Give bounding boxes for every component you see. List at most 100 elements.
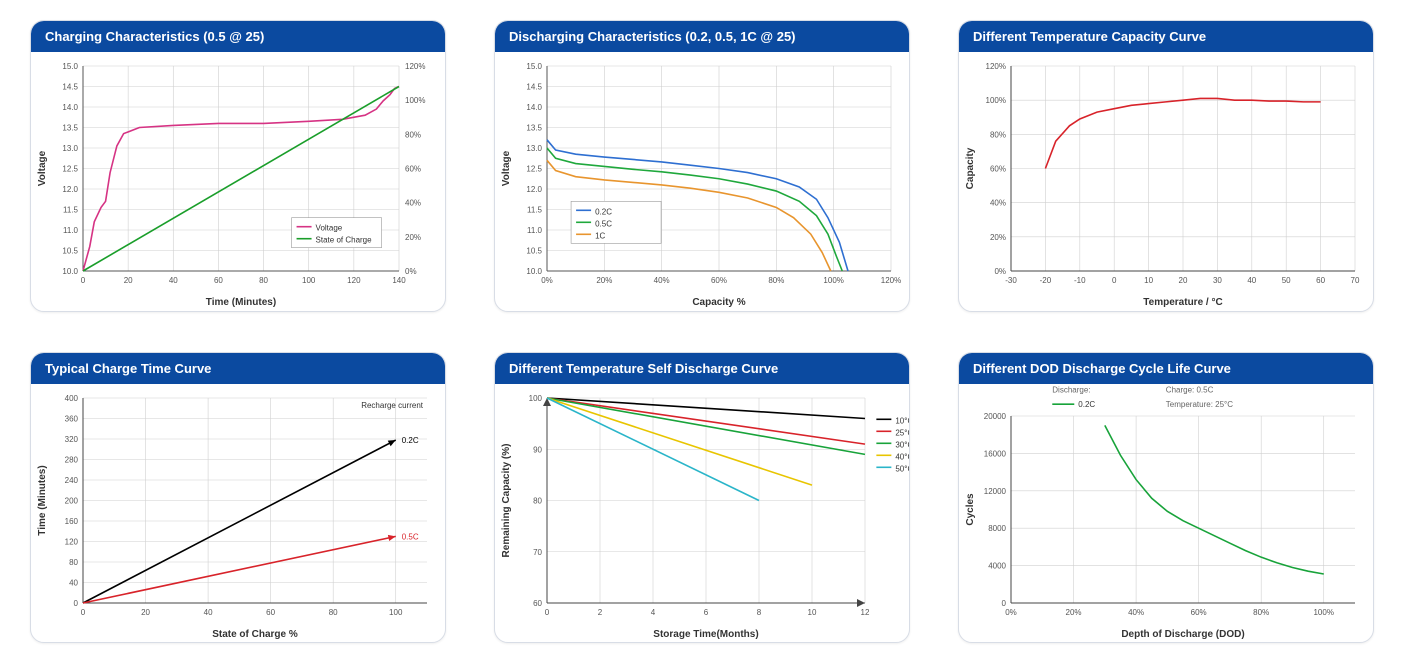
svg-text:13.5: 13.5 <box>526 124 542 133</box>
chart-tempcap: 0%20%40%60%80%100%120%-30-20-10010203040… <box>959 52 1373 311</box>
svg-text:12.0: 12.0 <box>62 185 78 194</box>
svg-text:State of Charge: State of Charge <box>316 236 373 245</box>
chart-discharging: 10.010.511.011.512.012.513.013.514.014.5… <box>495 52 909 311</box>
card-title: Different DOD Discharge Cycle Life Curve <box>959 353 1373 384</box>
svg-text:100: 100 <box>529 394 543 403</box>
svg-text:14.5: 14.5 <box>62 83 78 92</box>
svg-text:320: 320 <box>65 435 79 444</box>
svg-text:400: 400 <box>65 394 79 403</box>
svg-text:Voltage: Voltage <box>501 150 512 186</box>
svg-text:40%: 40% <box>990 199 1006 208</box>
svg-text:6: 6 <box>704 608 709 617</box>
svg-text:60%: 60% <box>990 165 1006 174</box>
svg-text:80: 80 <box>69 558 78 567</box>
svg-text:-10: -10 <box>1074 276 1086 285</box>
svg-text:40: 40 <box>1247 276 1256 285</box>
svg-text:40%: 40% <box>654 276 670 285</box>
svg-text:12.5: 12.5 <box>526 165 542 174</box>
svg-text:100%: 100% <box>405 96 425 105</box>
card-dodcycle: Different DOD Discharge Cycle Life Curve… <box>958 352 1374 644</box>
svg-text:Storage Time(Months): Storage Time(Months) <box>653 629 758 640</box>
svg-text:60: 60 <box>533 599 542 608</box>
svg-text:20000: 20000 <box>984 412 1007 421</box>
svg-text:0.2C: 0.2C <box>402 436 419 445</box>
svg-text:60%: 60% <box>711 276 727 285</box>
svg-text:80: 80 <box>533 496 542 505</box>
svg-text:0: 0 <box>81 276 86 285</box>
svg-text:13.5: 13.5 <box>62 124 78 133</box>
svg-text:40: 40 <box>69 578 78 587</box>
card-title: Charging Characteristics (0.5 @ 25) <box>31 21 445 52</box>
svg-text:13.0: 13.0 <box>526 144 542 153</box>
svg-text:120%: 120% <box>405 62 425 71</box>
svg-text:80%: 80% <box>405 130 421 139</box>
svg-text:60: 60 <box>1316 276 1325 285</box>
svg-text:70: 70 <box>1351 276 1360 285</box>
svg-text:60: 60 <box>266 608 275 617</box>
svg-text:Capacity: Capacity <box>965 147 976 189</box>
chart-chargetime: 0408012016020024028032036040002040608010… <box>31 384 445 643</box>
svg-text:120: 120 <box>347 276 361 285</box>
svg-text:Voltage: Voltage <box>316 224 343 233</box>
svg-text:Time (Minutes): Time (Minutes) <box>37 465 48 535</box>
svg-text:40°C: 40°C <box>895 452 909 461</box>
svg-text:90: 90 <box>533 445 542 454</box>
svg-text:10.5: 10.5 <box>526 247 542 256</box>
svg-text:11.5: 11.5 <box>527 206 543 215</box>
card-discharging: Discharging Characteristics (0.2, 0.5, 1… <box>494 20 910 312</box>
svg-text:0: 0 <box>545 608 550 617</box>
svg-text:40: 40 <box>204 608 213 617</box>
svg-text:40%: 40% <box>1128 608 1144 617</box>
svg-text:State of Charge %: State of Charge % <box>212 629 298 640</box>
svg-text:Capacity %: Capacity % <box>692 297 745 308</box>
svg-text:60%: 60% <box>1191 608 1207 617</box>
svg-text:Charge: 0.5C: Charge: 0.5C <box>1166 385 1214 394</box>
svg-text:10.0: 10.0 <box>526 267 542 276</box>
svg-text:12: 12 <box>861 608 870 617</box>
chart-charging: 10.010.511.011.512.012.513.013.514.014.5… <box>31 52 445 311</box>
card-title: Discharging Characteristics (0.2, 0.5, 1… <box>495 21 909 52</box>
svg-text:Discharge:: Discharge: <box>1052 385 1090 394</box>
svg-text:120: 120 <box>65 537 79 546</box>
svg-text:14.5: 14.5 <box>526 83 542 92</box>
svg-text:80: 80 <box>259 276 268 285</box>
svg-text:200: 200 <box>65 496 79 505</box>
svg-text:140: 140 <box>392 276 406 285</box>
svg-text:30: 30 <box>1213 276 1222 285</box>
svg-text:15.0: 15.0 <box>526 62 542 71</box>
charts-grid: Charging Characteristics (0.5 @ 25) 10.0… <box>0 0 1404 663</box>
svg-text:0.5C: 0.5C <box>595 219 612 228</box>
svg-text:60%: 60% <box>405 165 421 174</box>
svg-text:10: 10 <box>1144 276 1153 285</box>
svg-text:20%: 20% <box>596 276 612 285</box>
svg-text:8000: 8000 <box>988 524 1006 533</box>
svg-text:0: 0 <box>81 608 86 617</box>
svg-text:0%: 0% <box>1005 608 1017 617</box>
svg-text:20: 20 <box>141 608 150 617</box>
svg-text:100: 100 <box>389 608 403 617</box>
svg-text:120%: 120% <box>881 276 901 285</box>
svg-text:1C: 1C <box>595 231 605 240</box>
svg-text:80%: 80% <box>1253 608 1269 617</box>
svg-text:Depth of Discharge (DOD): Depth of Discharge (DOD) <box>1121 629 1244 640</box>
svg-text:20: 20 <box>124 276 133 285</box>
svg-text:30°C: 30°C <box>895 440 909 449</box>
svg-text:240: 240 <box>65 476 79 485</box>
svg-text:40%: 40% <box>405 199 421 208</box>
svg-text:100%: 100% <box>986 96 1006 105</box>
svg-text:0: 0 <box>1002 599 1007 608</box>
svg-text:0%: 0% <box>994 267 1006 276</box>
svg-text:50: 50 <box>1282 276 1291 285</box>
svg-text:2: 2 <box>598 608 603 617</box>
svg-text:10: 10 <box>808 608 817 617</box>
svg-text:50°C: 50°C <box>895 464 909 473</box>
svg-text:-30: -30 <box>1005 276 1017 285</box>
chart-selfdischarge: 60708090100024681012Storage Time(Months)… <box>495 384 909 643</box>
svg-text:0: 0 <box>74 599 79 608</box>
svg-text:16000: 16000 <box>984 449 1007 458</box>
svg-text:13.0: 13.0 <box>62 144 78 153</box>
svg-text:Temperature / °C: Temperature / °C <box>1143 297 1222 308</box>
svg-text:11.0: 11.0 <box>63 226 79 235</box>
svg-text:11.5: 11.5 <box>63 206 79 215</box>
svg-text:20%: 20% <box>405 233 421 242</box>
